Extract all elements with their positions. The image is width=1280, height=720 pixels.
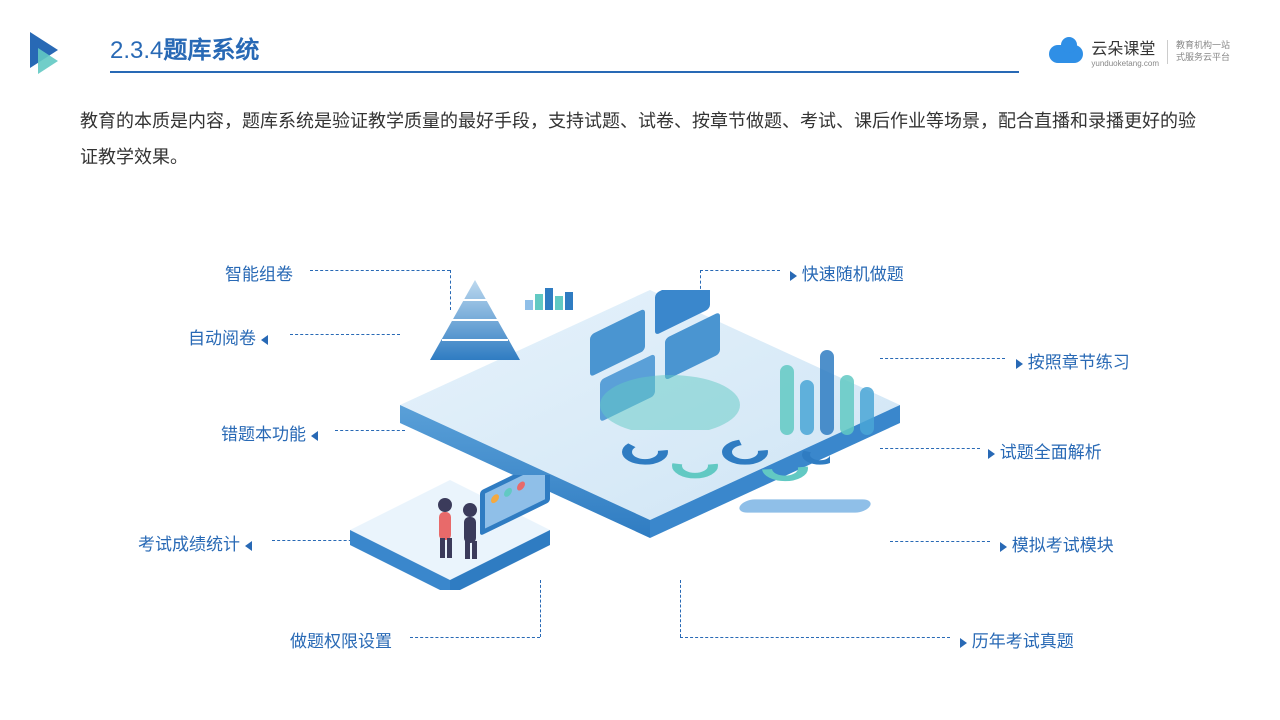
arrow-left-icon: [311, 431, 318, 441]
arrow-left-icon: [261, 335, 268, 345]
feature-label: 错题本功能: [221, 420, 318, 445]
feature-label: 自动阅卷: [188, 324, 268, 349]
section-title: 2.3.4题库系统: [110, 30, 1019, 73]
feature-label: 试题全面解析: [988, 438, 1102, 463]
arrow-right-icon: [1000, 542, 1007, 552]
arrow-left-icon: [245, 541, 252, 551]
section-number: 2.3.4: [110, 37, 163, 64]
section-title-text: 题库系统: [163, 37, 259, 64]
chat-panels: [580, 290, 760, 430]
isometric-illustration: [370, 260, 930, 640]
feature-diagram: 智能组卷 自动阅卷 错题本功能 考试成绩统计 做题权限设置 快速随机做题 按照章…: [0, 220, 1280, 680]
brand-logo: 云朵课堂 yunduoketang.com 教育机构一站 式服务云平台: [1049, 35, 1230, 68]
people-illustration: [400, 475, 570, 595]
bar-chart-icon: [525, 280, 585, 320]
pill-shape: [736, 499, 874, 512]
logo-name: 云朵课堂: [1091, 35, 1159, 59]
arrow-right-icon: [988, 449, 995, 459]
feature-label: 智能组卷: [225, 260, 293, 285]
feature-label: 考试成绩统计: [138, 530, 252, 555]
feature-label: 按照章节练习: [1016, 348, 1130, 373]
cloud-icon: [1049, 41, 1083, 63]
description-text: 教育的本质是内容，题库系统是验证教学质量的最好手段，支持试题、试卷、按章节做题、…: [0, 83, 1280, 195]
logo-divider: [1167, 40, 1168, 64]
feature-label: 历年考试真题: [960, 627, 1074, 652]
logo-url: yunduoketang.com: [1091, 59, 1159, 68]
section-icon: [30, 32, 70, 72]
feature-label: 模拟考试模块: [1000, 531, 1114, 556]
arrow-right-icon: [1016, 359, 1023, 369]
logo-tagline: 教育机构一站 式服务云平台: [1176, 40, 1230, 63]
pyramid-chart: [430, 280, 520, 370]
arrow-right-icon: [960, 638, 967, 648]
